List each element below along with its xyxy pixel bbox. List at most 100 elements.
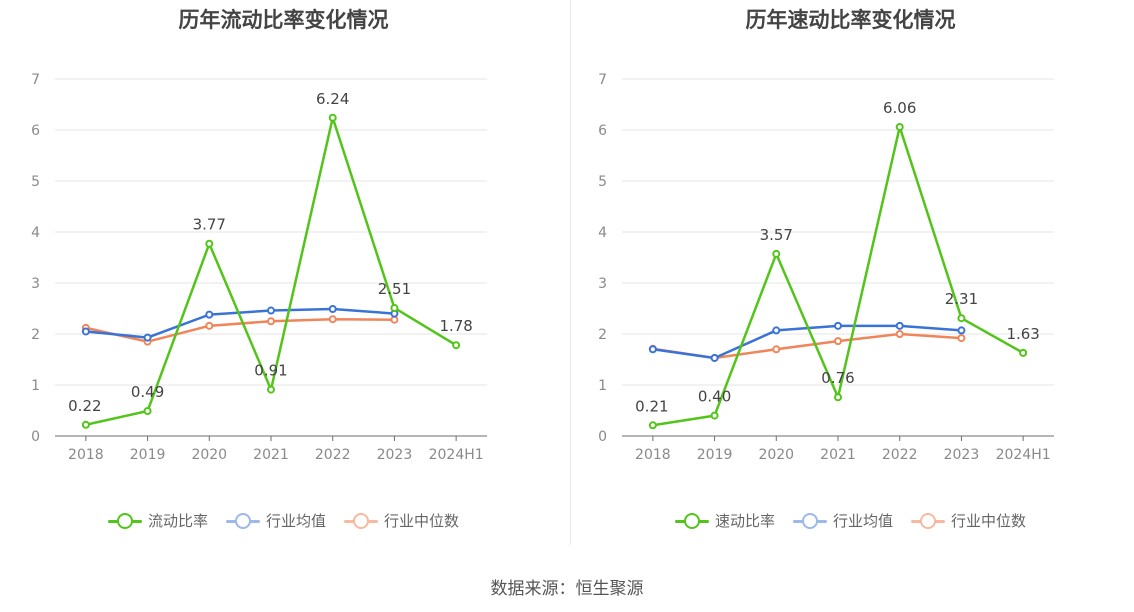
data-point: [267, 385, 275, 394]
legend-label: 行业均值: [832, 512, 893, 530]
x-tick-label: 2023: [377, 447, 413, 463]
series-line: [652, 332, 962, 360]
series-line: [85, 317, 395, 343]
y-tick-label: 4: [31, 225, 40, 241]
panel-divider: [570, 0, 571, 545]
data-point: [205, 310, 214, 319]
y-tick-label: 0: [31, 429, 40, 445]
legend-item-industry-median[interactable]: 行业中位数: [344, 510, 459, 531]
x-tick-label: 2020: [191, 447, 227, 463]
current-ratio-chart: 0 1 2 3 4 5 6 7 2018 2019 2020 2021 2022 2023 2024H1 0.…: [31, 72, 487, 463]
data-point: [710, 353, 719, 362]
data-label: 2.31: [945, 290, 978, 308]
data-point: [452, 341, 461, 350]
data-point: [834, 321, 842, 330]
quick-ratio-chart-panel: 历年速动比率变化情况 0 1 2 3 4 5 6 7 2018 2019 2020 2021 2022 2…: [567, 0, 1134, 560]
x-tick-label: 2019: [697, 447, 733, 463]
x-tick-label: 2024H1: [429, 447, 484, 463]
y-tick-label: 4: [598, 225, 607, 241]
chart-title: 历年速动比率变化情况: [745, 8, 956, 32]
data-label: 1.78: [439, 317, 472, 335]
data-point: [81, 327, 90, 336]
data-label: 0.49: [131, 383, 164, 401]
data-point: [895, 122, 904, 131]
data-source-note: 数据来源：恒生聚源: [490, 579, 644, 599]
data-point: [328, 113, 337, 122]
data-point: [1019, 348, 1028, 357]
x-tick-label: 2018: [635, 447, 671, 463]
data-point: [143, 407, 152, 416]
legend-item-ratio[interactable]: 流动比率: [107, 510, 208, 531]
data-point: [143, 333, 152, 342]
data-point: [81, 420, 90, 429]
data-label: 0.76: [821, 369, 854, 387]
data-point: [834, 393, 842, 402]
quick-ratio-chart: 0 1 2 3 4 5 6 7 2018 2019 2020 2021 2022 2023 2024H1 0.…: [598, 72, 1054, 463]
y-tick-label: 1: [598, 378, 607, 394]
data-point: [957, 326, 966, 335]
data-label: 0.21: [635, 397, 668, 415]
legend-label: 行业中位数: [384, 512, 460, 530]
x-tick-label: 2021: [820, 447, 856, 463]
data-point: [895, 330, 904, 338]
current-ratio-chart-panel: 历年流动比率变化情况 0 1 2 3 4 5 6 7 2018 2019 2020 2021 2022 2…: [0, 0, 567, 560]
legend-item-industry-median[interactable]: 行业中位数: [911, 510, 1026, 531]
data-point: [328, 315, 337, 324]
data-point: [328, 305, 337, 314]
y-tick-label: 3: [31, 276, 40, 292]
chart-legend: 流动比率 行业均值 行业中位数: [0, 510, 567, 531]
legend-label: 速动比率: [714, 512, 775, 530]
data-point: [772, 345, 781, 354]
legend-item-ratio[interactable]: 速动比率: [674, 510, 775, 531]
data-label: 0.91: [254, 362, 287, 380]
y-tick-label: 5: [598, 174, 607, 190]
data-label: 3.57: [760, 226, 793, 244]
legend-marker-icon: [344, 512, 378, 529]
data-point: [390, 315, 399, 324]
data-point: [267, 317, 275, 326]
data-point: [390, 303, 399, 312]
chart-title: 历年流动比率变化情况: [178, 8, 389, 32]
chart-legend: 速动比率 行业均值 行业中位数: [567, 510, 1134, 531]
series-line: [652, 324, 962, 360]
data-point: [648, 421, 657, 430]
data-label: 0.40: [698, 388, 731, 406]
y-tick-label: 0: [598, 429, 607, 445]
legend-item-industry-mean[interactable]: 行业均值: [792, 510, 893, 531]
y-tick-label: 2: [598, 327, 607, 343]
x-tick-label: 2021: [253, 447, 289, 463]
y-tick-label: 5: [31, 174, 40, 190]
y-tick-label: 7: [598, 72, 607, 88]
x-tick-label: 2018: [68, 447, 104, 463]
data-point: [895, 321, 904, 330]
legend-label: 流动比率: [147, 512, 208, 530]
legend-marker-icon: [107, 512, 142, 529]
data-point: [205, 321, 214, 330]
x-tick-label: 2024H1: [996, 447, 1051, 463]
data-label: 6.06: [883, 99, 916, 117]
legend-marker-icon: [792, 512, 827, 529]
y-tick-label: 6: [598, 123, 607, 139]
y-tick-label: 7: [31, 72, 40, 88]
y-tick-label: 1: [31, 378, 40, 394]
x-tick-label: 2019: [130, 447, 166, 463]
data-label: 0.22: [68, 397, 101, 415]
legend-marker-icon: [911, 512, 945, 529]
data-point: [834, 337, 842, 346]
x-tick-label: 2020: [758, 447, 794, 463]
y-tick-label: 3: [598, 276, 607, 292]
data-label: 1.63: [1006, 325, 1039, 343]
data-point: [772, 249, 781, 258]
x-tick-label: 2022: [882, 447, 918, 463]
data-label: 3.77: [193, 216, 226, 234]
legend-marker-icon: [225, 512, 260, 529]
legend-label: 行业中位数: [951, 512, 1027, 530]
data-label: 2.51: [378, 280, 411, 298]
data-point: [267, 306, 275, 315]
data-point: [710, 411, 719, 420]
series-line: [85, 307, 395, 339]
data-point: [205, 239, 214, 248]
legend-item-industry-mean[interactable]: 行业均值: [225, 510, 326, 531]
data-point: [957, 334, 966, 343]
y-tick-label: 2: [31, 327, 40, 343]
